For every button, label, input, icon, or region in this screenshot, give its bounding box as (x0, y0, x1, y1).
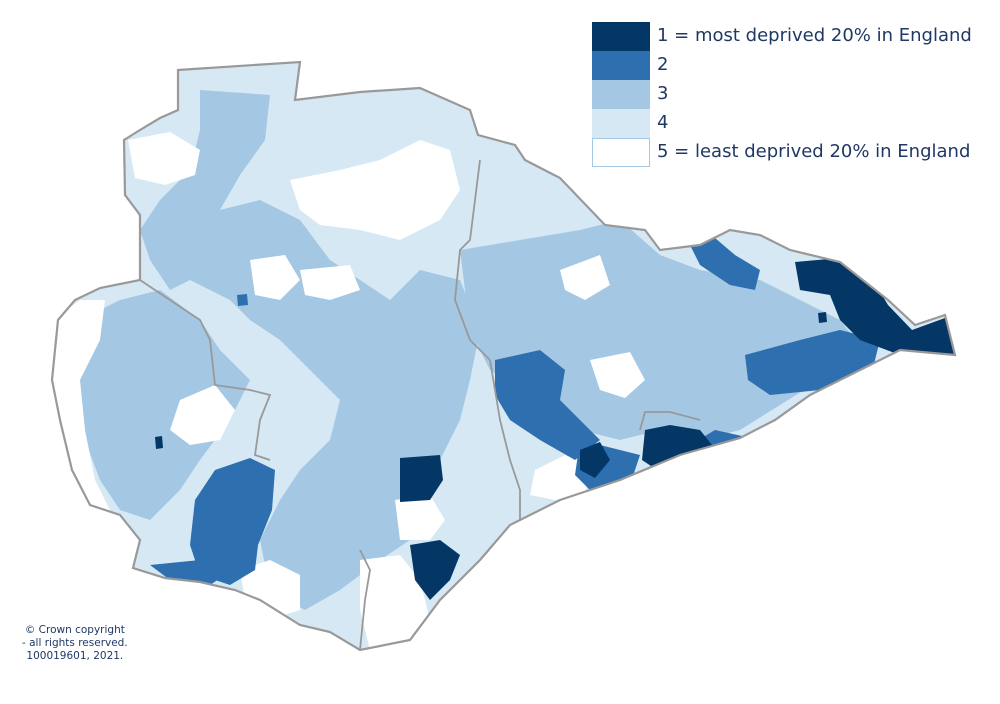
quintile-5-area-pocket-5 (590, 352, 645, 398)
copyright-line-2: - all rights reserved. (22, 637, 128, 649)
district-boundary-hastings (639, 411, 701, 431)
copyright-line-3: 100019601, 2021. (26, 650, 124, 662)
quintile-5-area-south-coast (360, 555, 430, 650)
quintile-5-area-pocket-3 (300, 265, 360, 300)
county-outline (50, 60, 957, 652)
legend-label-quintile-5: 5 = least deprived 20% in England (657, 141, 971, 162)
quintile-5-area-south-central (395, 495, 445, 540)
quintile-5-area-north (290, 140, 460, 240)
legend-label-quintile-2: 2 (657, 54, 669, 75)
legend-swatch-quintile-3 (592, 80, 650, 109)
copyright-line-1: © Crown copyright (24, 624, 125, 636)
legend-swatch-quintile-1 (592, 22, 650, 51)
legend-label-quintile-1: 1 = most deprived 20% in England (657, 25, 972, 46)
district-boundaries (139, 159, 701, 651)
quintile-1-area-central (400, 455, 443, 502)
quintile-2-area-west (190, 458, 275, 585)
quintile-1-area-small-east (818, 312, 827, 323)
quintile-5-area-pocket-6 (530, 455, 590, 500)
quintile-1-area-small-north (237, 294, 248, 306)
quintile-2-area-northeast (690, 238, 760, 290)
district-boundary-south (359, 549, 371, 651)
quintile-1-area-small-west (155, 436, 163, 449)
legend-label-quintile-3: 3 (657, 83, 669, 104)
quintile-5-area-northwest (128, 132, 200, 185)
quintile-3-area-south (290, 460, 420, 600)
quintile-5-area-west-edge (52, 300, 110, 510)
district-boundary-west (139, 279, 272, 461)
quintile-5-area-pocket-4 (560, 255, 610, 300)
legend-swatch-quintile-4 (592, 109, 650, 138)
district-boundary-central (454, 159, 491, 361)
legend-label-quintile-4: 4 (657, 112, 669, 133)
quintile-2-area-central-east (495, 350, 600, 460)
quintile-3-area-west (60, 290, 250, 520)
quintile-1-area-coastal-town (642, 425, 712, 472)
legend-swatch-quintile-2 (592, 51, 650, 80)
district-boundary-east (489, 359, 521, 520)
legend-swatch-quintile-5 (592, 138, 650, 167)
crown-copyright-notice: © Crown copyright - all rights reserved.… (22, 624, 128, 663)
quintile-5-area-pocket-1 (170, 385, 235, 445)
quintile-1-area-south-coast (410, 540, 460, 600)
quintile-1-area-east-tip (795, 258, 955, 355)
quintile-5-area-pocket-2 (250, 255, 300, 300)
quintile-1-area-coastal-west (580, 442, 610, 478)
